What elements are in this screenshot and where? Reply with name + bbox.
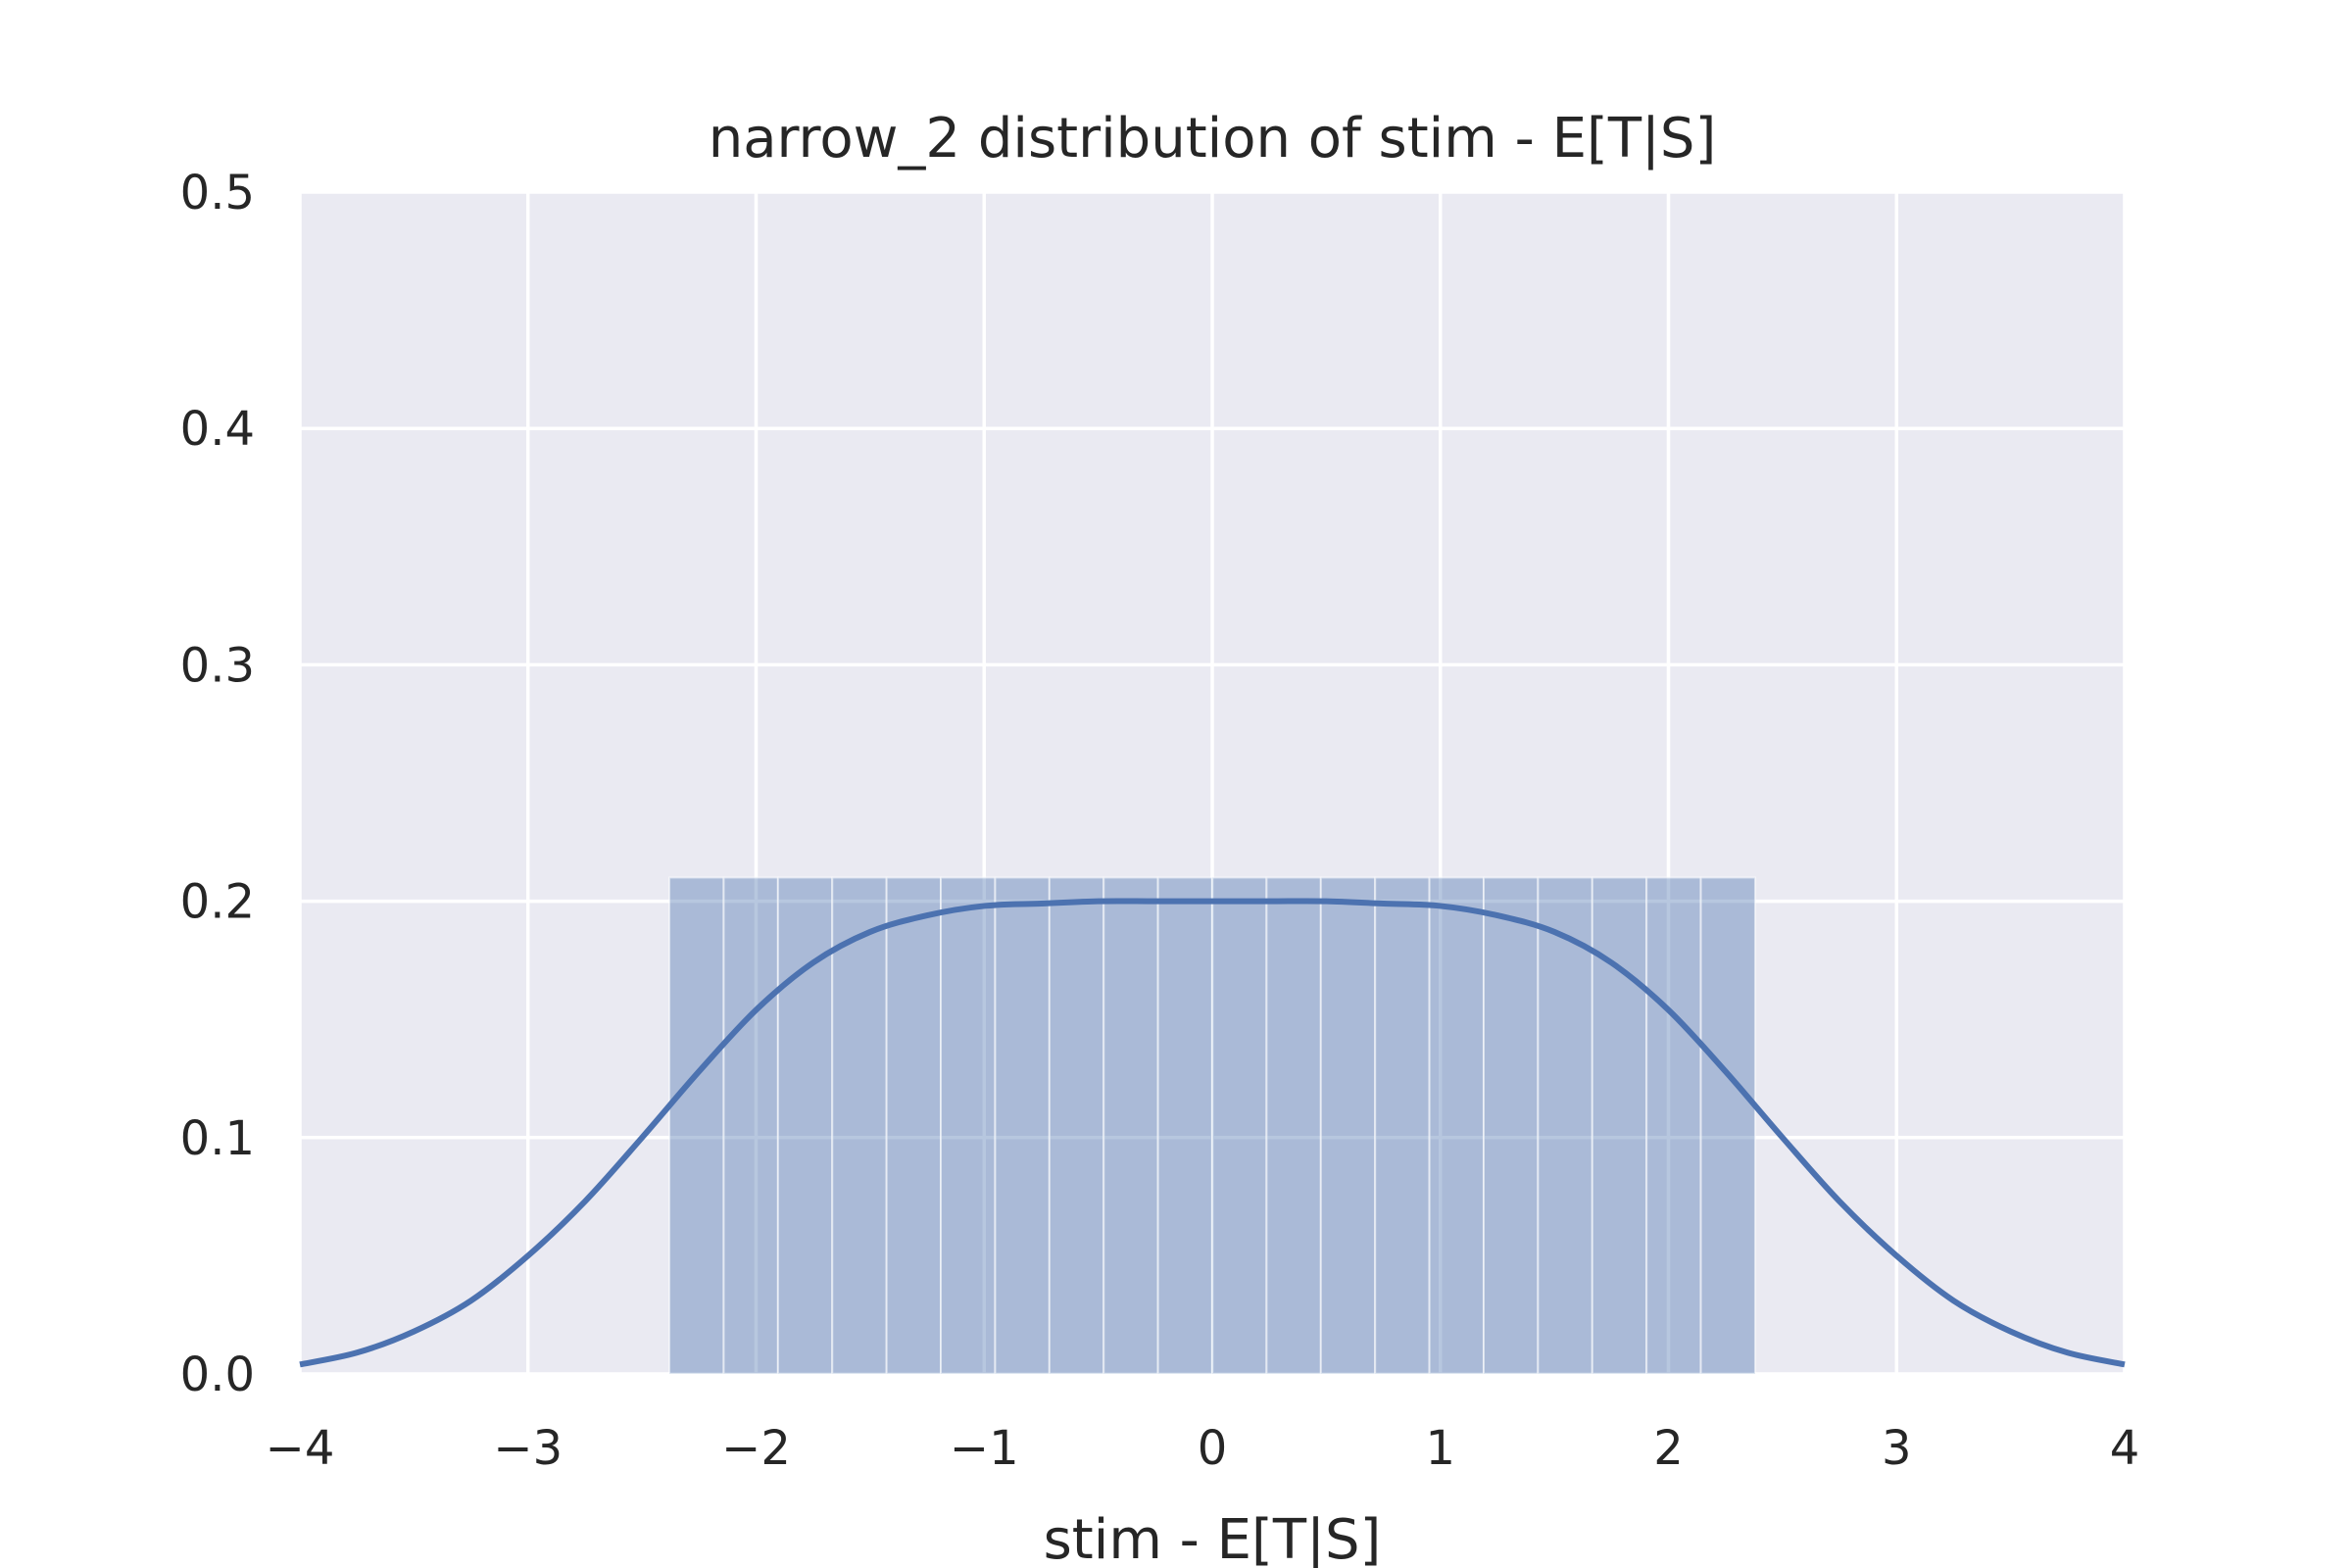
y-tick-label: 0.0 xyxy=(180,1348,255,1402)
chart-title: narrow_2 distribution of stim - E[T|S] xyxy=(709,107,1717,171)
histogram-bar xyxy=(1537,876,1593,1375)
x-tick-label: 4 xyxy=(2110,1421,2140,1476)
x-tick-label: 3 xyxy=(1882,1421,1912,1476)
x-tick-label: −3 xyxy=(493,1421,563,1476)
histogram-bar xyxy=(831,876,888,1375)
histogram-bar xyxy=(668,876,725,1375)
x-tick-label: −1 xyxy=(950,1421,1019,1476)
x-axis-label: stim - E[T|S] xyxy=(1044,1508,1382,1568)
histogram-bars xyxy=(668,876,1756,1375)
y-axis-ticks: 0.0 0.1 0.2 0.3 0.4 0.5 xyxy=(180,166,255,1402)
y-tick-label: 0.1 xyxy=(180,1111,255,1166)
histogram-bar xyxy=(1211,876,1268,1375)
histogram-bar xyxy=(1374,876,1431,1375)
x-tick-label: −2 xyxy=(721,1421,791,1476)
histogram-bar xyxy=(1699,876,1756,1375)
y-tick-label: 0.2 xyxy=(180,875,255,930)
y-tick-label: 0.4 xyxy=(180,402,255,457)
histogram-bar xyxy=(994,876,1051,1375)
histogram-bar xyxy=(1102,876,1159,1375)
histogram-bar xyxy=(1156,876,1213,1375)
histogram-bar xyxy=(722,876,779,1375)
histogram-bar xyxy=(885,876,943,1375)
x-tick-label: 0 xyxy=(1198,1421,1228,1476)
histogram-bar xyxy=(940,876,997,1375)
histogram-bar xyxy=(1428,876,1485,1375)
x-tick-label: 1 xyxy=(1425,1421,1455,1476)
histogram-bar xyxy=(1482,876,1540,1375)
histogram-bar xyxy=(1265,876,1322,1375)
histogram-bar xyxy=(1319,876,1377,1375)
histogram-bar xyxy=(1645,876,1702,1375)
x-tick-label: 2 xyxy=(1653,1421,1684,1476)
x-axis-ticks: −4 −3 −2 −1 0 1 2 3 4 xyxy=(266,1421,2140,1476)
histogram-bar xyxy=(1048,876,1105,1375)
x-tick-label: −4 xyxy=(266,1421,335,1476)
y-tick-label: 0.3 xyxy=(180,638,255,693)
y-tick-label: 0.5 xyxy=(180,166,255,220)
histogram-bar xyxy=(1591,876,1648,1375)
kde-curve xyxy=(299,898,2126,1368)
